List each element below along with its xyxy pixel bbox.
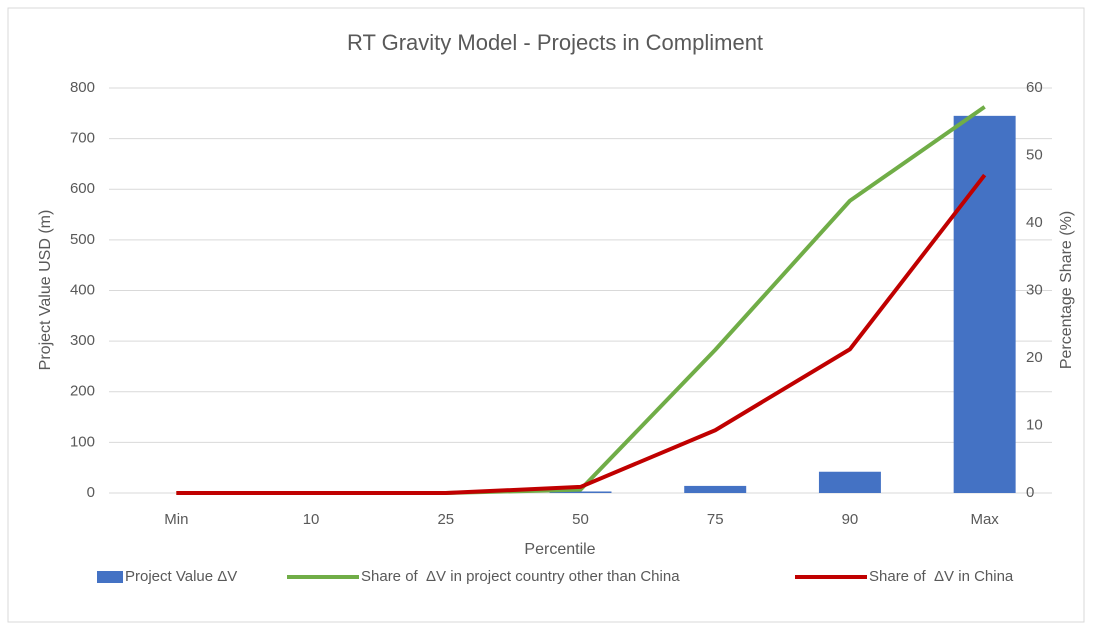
x-tick-label: 75: [707, 511, 724, 528]
y2-tick-label: 50: [1026, 146, 1043, 163]
y2-tick-label: 60: [1026, 79, 1043, 96]
x-tick-label: Min: [164, 511, 188, 528]
y2-tick-label: 20: [1026, 349, 1043, 366]
legend-label: Share of ΔV in China: [869, 568, 1014, 585]
y2-tick-label: 40: [1026, 214, 1043, 231]
chart-frame: [7, 7, 1085, 623]
y-tick-label: 500: [70, 231, 95, 248]
y-axis-title: Project Value USD (m): [37, 210, 54, 371]
y-tick-label: 200: [70, 383, 95, 400]
x-tick-label: 50: [572, 511, 589, 528]
x-tick-label: 90: [842, 511, 859, 528]
y-tick-label: 300: [70, 332, 95, 349]
x-axis-title: Percentile: [524, 541, 595, 558]
y2-tick-label: 0: [1026, 484, 1034, 501]
x-tick-label: Max: [970, 511, 999, 528]
y-tick-label: 100: [70, 433, 95, 450]
y2-axis-title: Percentage Share (%): [1058, 211, 1075, 369]
bar: [684, 485, 747, 493]
y-tick-label: 800: [70, 79, 95, 96]
line: [176, 173, 987, 495]
y-tick-label: 600: [70, 180, 95, 197]
bar: [818, 471, 881, 493]
x-tick-label: 25: [437, 511, 454, 528]
y-tick-label: 700: [70, 130, 95, 147]
y2-tick-label: 10: [1026, 416, 1043, 433]
bar: [549, 491, 612, 493]
bar: [953, 115, 1016, 493]
x-tick-label: 10: [303, 511, 320, 528]
legend-label: Project Value ΔV: [125, 568, 237, 585]
legend-swatch: [97, 571, 123, 583]
y2-tick-label: 30: [1026, 281, 1043, 298]
chart-title: RT Gravity Model - Projects in Complimen…: [347, 30, 763, 55]
y-tick-label: 400: [70, 281, 95, 298]
legend-label: Share of ΔV in project country other tha…: [361, 568, 680, 585]
y-tick-label: 0: [87, 484, 95, 501]
